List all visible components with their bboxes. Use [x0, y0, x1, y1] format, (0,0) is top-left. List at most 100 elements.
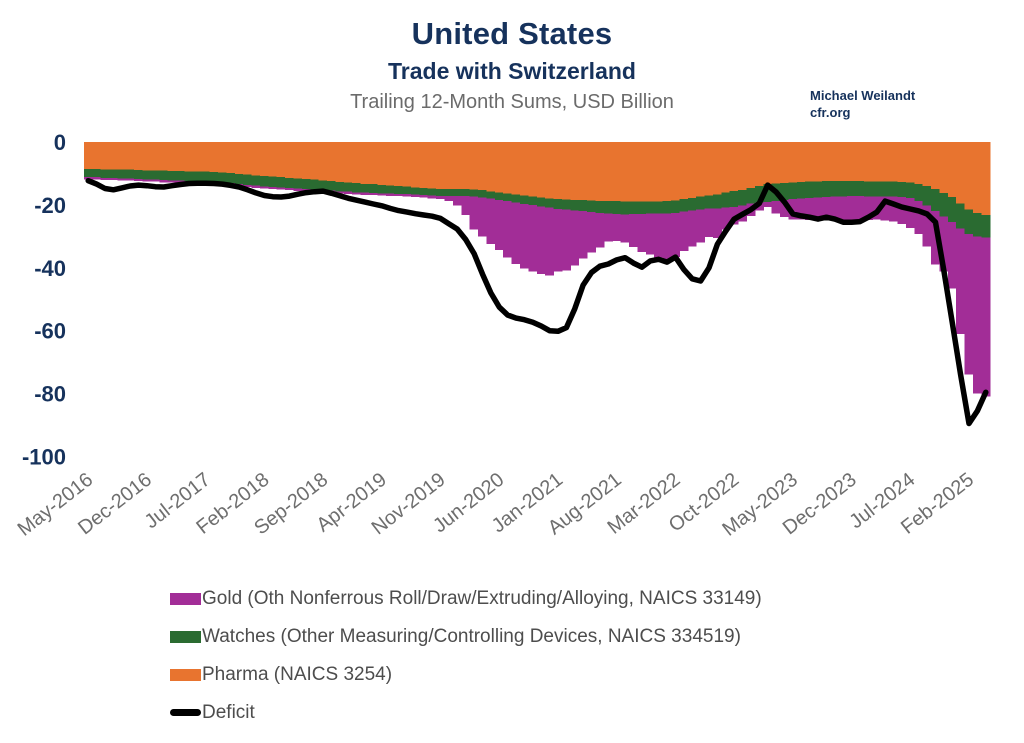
stacked-bar-segment [637, 201, 647, 215]
y-axis-tick-label: -20 [34, 193, 66, 218]
stacked-bar-segment [587, 211, 596, 253]
stacked-bar-segment [637, 142, 647, 202]
stacked-bar-segment [276, 177, 286, 188]
stacked-bar-segment [696, 196, 706, 210]
stacked-bar-segment [159, 142, 169, 171]
stacked-bar-segment [243, 142, 253, 175]
stacked-bar-segment [905, 142, 915, 183]
stacked-bar-segment [184, 142, 194, 172]
stacked-bar-segment [92, 142, 102, 170]
stacked-bar-segment [142, 179, 152, 182]
stacked-bar-segment [922, 205, 932, 247]
stacked-bar-segment [83, 142, 93, 170]
stacked-bar-segment [343, 142, 353, 183]
stacked-bar-segment [763, 142, 773, 185]
stacked-bar-segment [494, 192, 504, 200]
stacked-bar-segment [461, 189, 471, 197]
stacked-bar-segment [436, 196, 445, 200]
stacked-bar-segment [847, 142, 857, 181]
stacked-bar-segment [259, 142, 269, 176]
stacked-bar-segment [536, 142, 546, 198]
stacked-bar-segment [603, 201, 613, 214]
stacked-bar-segment [167, 170, 177, 181]
stacked-bar-segment [176, 170, 185, 181]
stacked-bar-segment [746, 142, 756, 188]
stacked-bar-segment [670, 142, 680, 201]
stacked-bar-segment [679, 199, 689, 212]
stacked-bar-segment [553, 199, 563, 209]
stacked-bar-segment [318, 180, 328, 191]
stacked-bar-segment [964, 142, 974, 210]
stacked-bar-segment [410, 142, 420, 188]
stacked-bar-segment [838, 181, 848, 197]
stacked-bar-segment [545, 207, 555, 276]
stacked-bar-segment [150, 170, 160, 180]
stacked-bar-segment [872, 142, 882, 182]
stacked-bar-segment [679, 142, 689, 200]
stacked-bar-segment [553, 208, 563, 272]
stacked-bar-segment [729, 142, 739, 192]
stacked-bar-segment [352, 192, 362, 195]
stacked-bar-segment [427, 188, 437, 196]
stacked-bar-segment [964, 234, 974, 375]
deficit-line-swatch-icon [170, 709, 201, 716]
stacked-bar-segment [503, 193, 513, 202]
stacked-bar-segment [847, 196, 857, 222]
stacked-bar-segment [427, 195, 437, 199]
stacked-bar-segment [226, 142, 236, 174]
y-axis-tick-label: -40 [34, 256, 66, 281]
stacked-bar-segment [452, 196, 462, 206]
gold-swatch-icon [170, 592, 201, 605]
stacked-bar-segment [285, 177, 294, 188]
stacked-bar-segment [125, 178, 135, 181]
stacked-bar-segment [217, 172, 227, 183]
stacked-bar-segment [519, 203, 529, 269]
stacked-bar-segment [150, 179, 160, 182]
stacked-bar-segment [587, 142, 596, 201]
pharma-swatch-icon [170, 668, 201, 681]
stacked-bar-segment [503, 201, 513, 258]
chart-title: United States [411, 16, 613, 51]
legend-item-deficit: Deficit [170, 702, 762, 723]
stacked-bar-segment [578, 211, 588, 259]
author-site: cfr.org [810, 104, 851, 120]
stacked-bar-segment [922, 142, 932, 187]
stacked-bar-segment [595, 212, 605, 248]
stacked-bar-segment [696, 142, 706, 197]
stacked-bar-segment [176, 142, 185, 171]
stacked-bar-segment [629, 214, 638, 248]
stacked-bar-segment [922, 186, 932, 206]
stacked-bar-segment [276, 142, 286, 178]
stacked-bar-segment [184, 171, 194, 181]
stacked-bar-segment [469, 196, 479, 230]
stacked-bar-segment [377, 142, 387, 185]
stacked-bar-segment [318, 142, 328, 181]
stacked-bar-segment [92, 177, 102, 180]
stacked-bar-segment [788, 182, 798, 200]
stacked-bar-segment [889, 142, 898, 182]
stacked-bar-segment [763, 184, 773, 203]
stacked-bar-segment [461, 196, 471, 215]
stacked-bar-segment [897, 142, 907, 182]
stacked-bar-segment [100, 177, 110, 181]
stacked-bar-segment [402, 142, 412, 187]
stacked-bar-segment [201, 171, 211, 182]
stacked-bar-segment [788, 142, 798, 183]
stacked-bar-segment [872, 181, 882, 197]
stacked-bar-segment [721, 142, 731, 193]
stacked-bar-segment [192, 142, 202, 172]
stacked-bar-segment [805, 142, 815, 182]
stacked-bar-segment [687, 142, 697, 198]
stacked-bar-segment [780, 142, 789, 183]
stacked-bar-segment [100, 169, 110, 178]
stacked-bar-segment [939, 142, 949, 193]
stacked-bar-segment [687, 197, 697, 211]
stacked-bar-segment [192, 171, 202, 182]
stacked-bar-segment [335, 181, 345, 192]
stacked-bar-segment [268, 186, 278, 190]
stacked-bar-segment [268, 176, 278, 187]
stacked-bar-segment [167, 180, 177, 183]
stacked-bar-segment [838, 142, 848, 181]
stacked-bar-segment [301, 179, 311, 189]
stacked-bar-segment [956, 228, 966, 334]
